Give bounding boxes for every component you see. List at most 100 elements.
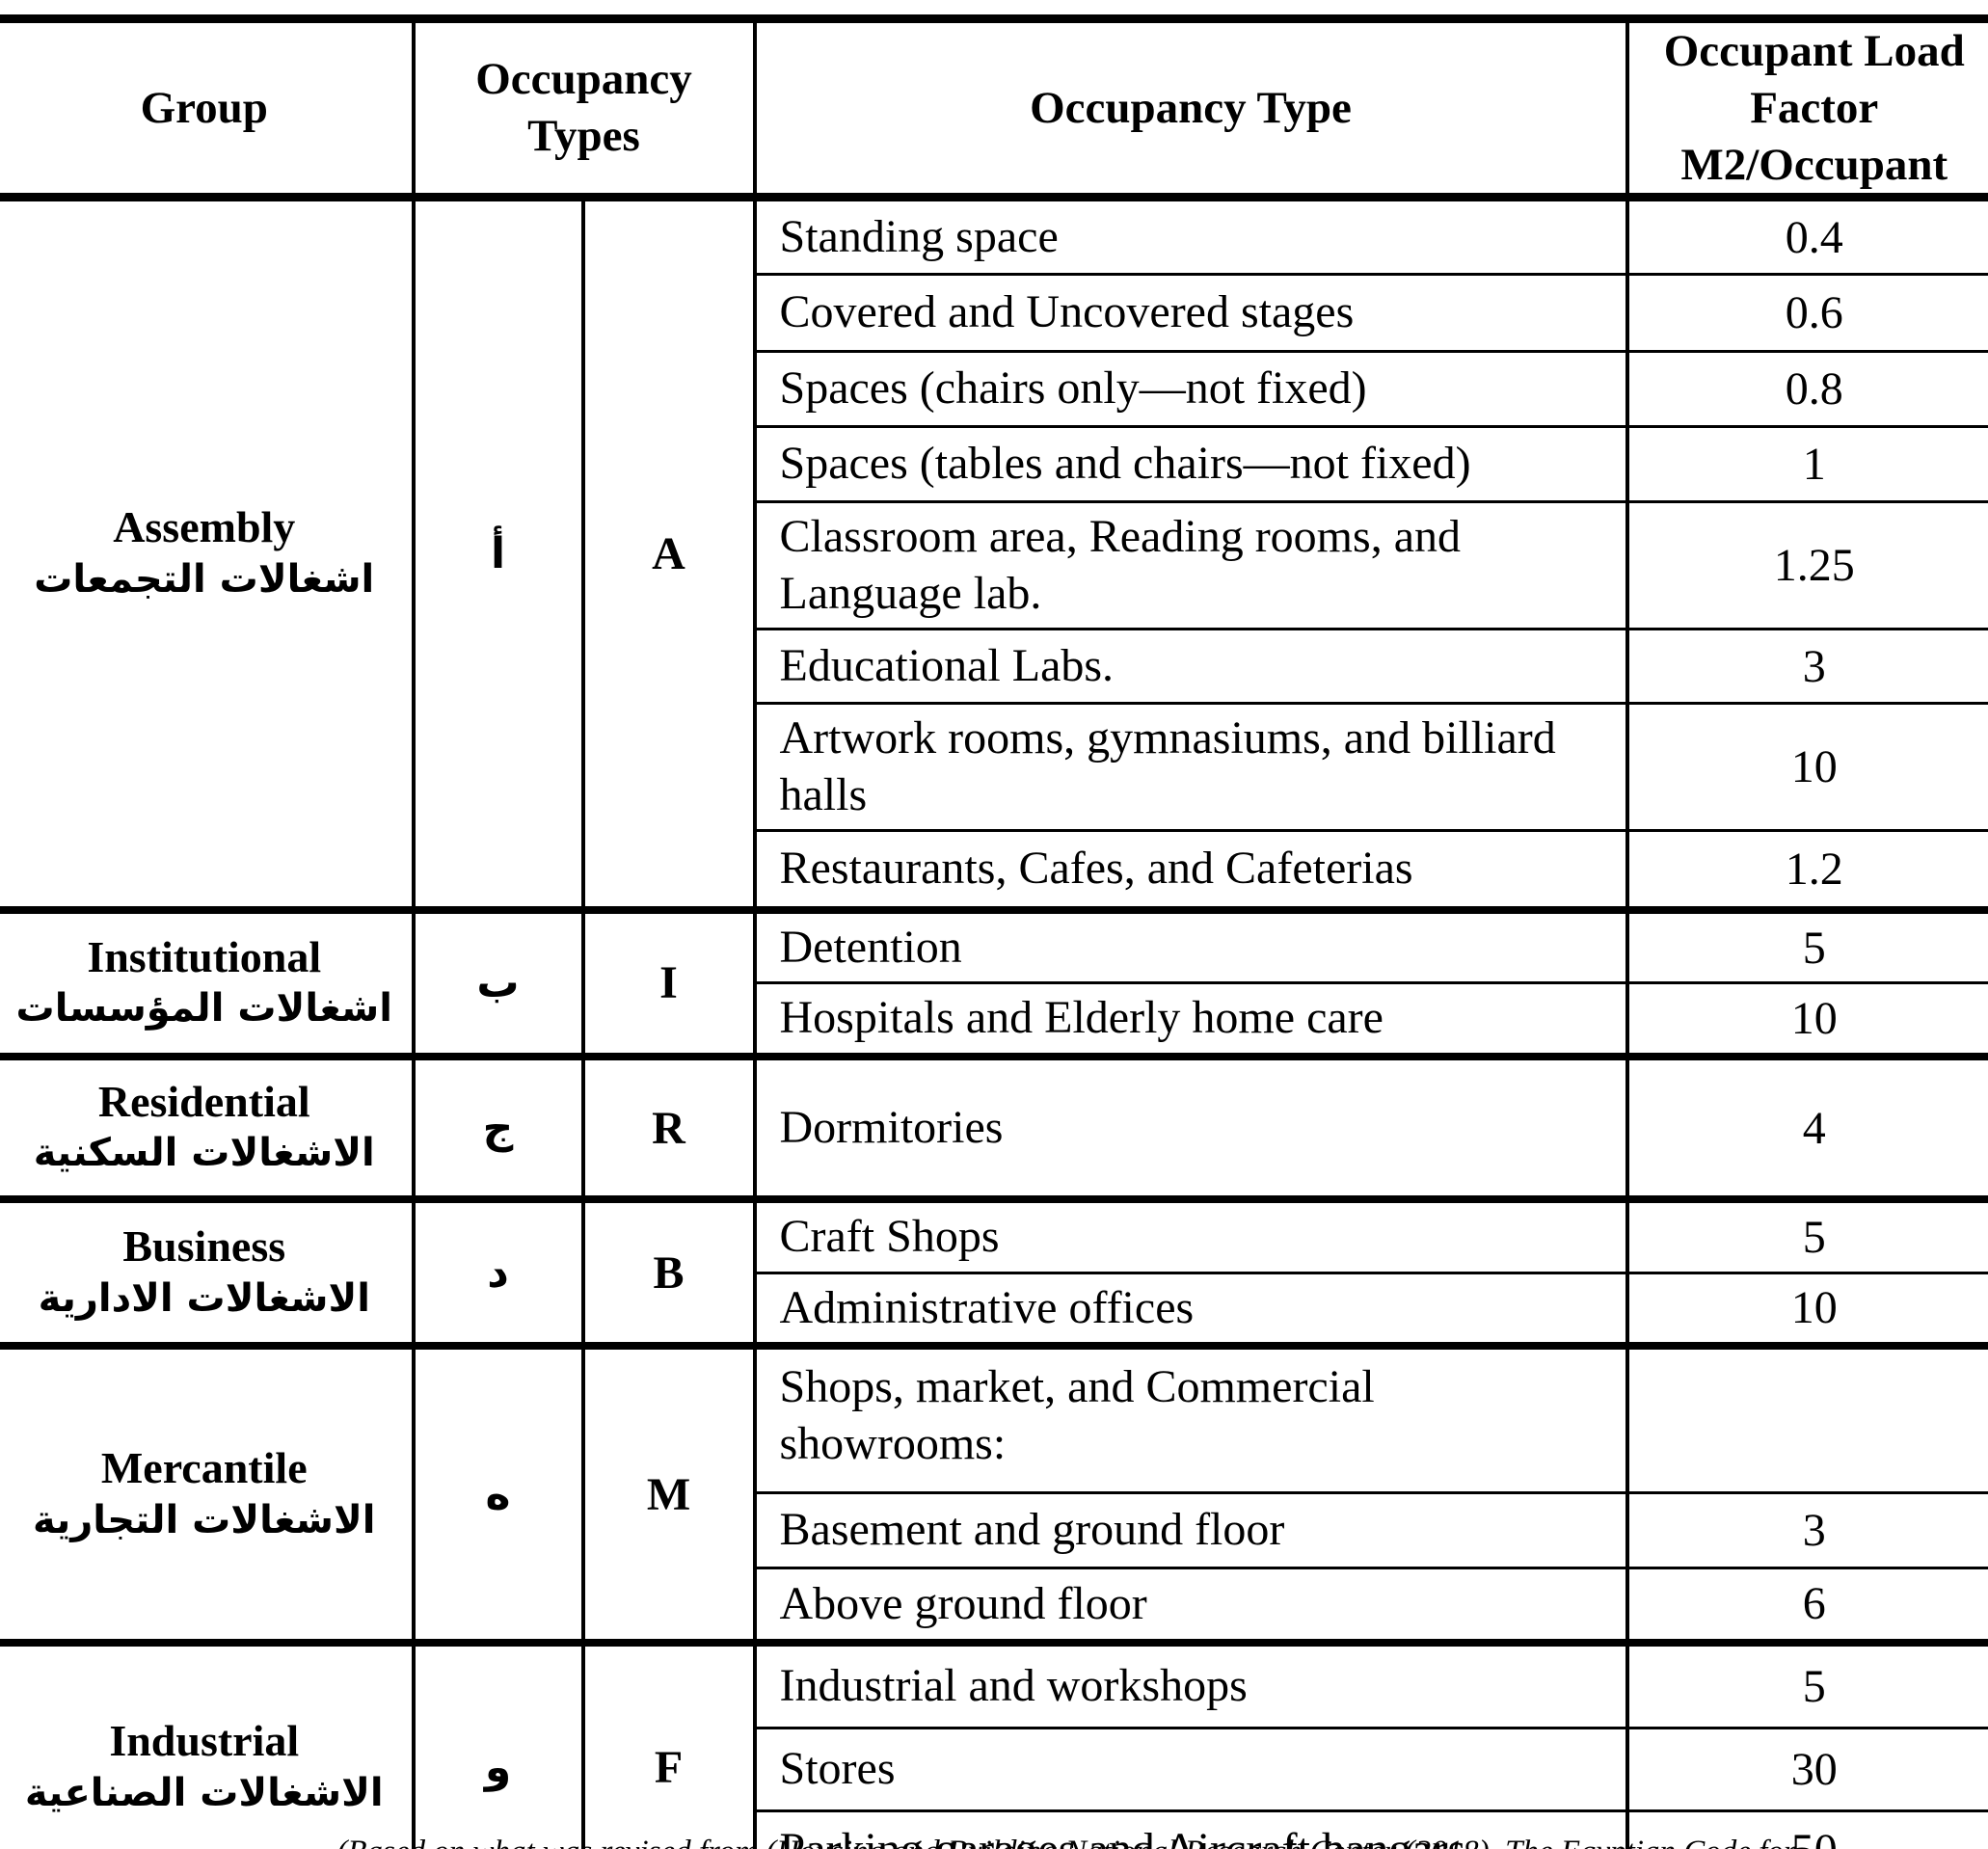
group-name-ar: الاشغالات الصناعية: [24, 1771, 384, 1816]
occupancy-type-cell: Above ground floor: [752, 1566, 1629, 1645]
occupancy-type-cell: Hospitals and Elderly home care: [752, 981, 1629, 1058]
arabic-letter: و: [484, 1743, 512, 1793]
occupancy-type-cell: Restaurants, Cafes, and Cafeterias: [752, 829, 1629, 912]
group-name-ar: الاشغالات الادارية: [38, 1275, 370, 1321]
load-factor-cell: 0.6: [1625, 273, 1988, 354]
load-factor-cell: 1.2: [1625, 829, 1988, 912]
load-factor-cell: 3: [1625, 1490, 1988, 1569]
latin-letter: R: [652, 1102, 685, 1154]
group-cell-institutional: Institutional اشغالات المؤسسات: [0, 905, 416, 1058]
occupant-load-factor-table: Group Occupancy Types Occupancy Type Occ…: [0, 14, 1988, 1849]
occupancy-letter-arabic: أ: [411, 196, 585, 912]
load-factor-cell: 10: [1625, 981, 1988, 1058]
col-header-load-factor-line1: Occupant Load: [1663, 26, 1965, 76]
table-row: Parking garages and Aircraft hangars 50: [0, 1809, 1988, 1849]
group-cell-industrial: Industrial الاشغالات الصناعية: [0, 1639, 416, 1849]
group-name-ar: الاشغالات التجارية: [32, 1497, 376, 1542]
occupancy-type-cell: Spaces (chairs only—not fixed): [752, 350, 1629, 429]
occupancy-letter-latin: R: [580, 1053, 757, 1201]
load-factor-cell: 5: [1625, 1639, 1988, 1729]
table-row: Hospitals and Elderly home care 10: [0, 981, 1988, 1058]
load-factor-cell: 5: [1625, 905, 1988, 985]
load-factor-cell: 10: [1625, 702, 1988, 833]
occupancy-type-cell: Dormitories: [752, 1053, 1629, 1201]
col-header-occupancy-type-label: Occupancy Type: [1030, 82, 1352, 133]
occupancy-letter-latin: F: [580, 1639, 757, 1849]
col-header-group-label: Group: [140, 82, 268, 133]
group-cell-mercantile: Mercantile الاشغالات التجارية: [0, 1342, 416, 1645]
load-factor-cell: 1.25: [1625, 500, 1988, 631]
occupancy-letter-arabic: و: [411, 1639, 585, 1849]
arabic-letter: ب: [476, 958, 520, 1008]
group-name-en: Mercantile: [100, 1442, 308, 1492]
load-factor-cell: 0.8: [1625, 350, 1988, 429]
table-row: Basement and ground floor 3: [0, 1490, 1988, 1569]
occupancy-type-cell: Detention: [752, 905, 1629, 985]
table-row: Educational Labs. 3: [0, 628, 1988, 706]
table-row: Mercantile الاشغالات التجارية ه M Shops,…: [0, 1342, 1988, 1645]
occupancy-type-cell: Craft Shops: [752, 1195, 1629, 1274]
occupancy-letter-latin: B: [580, 1195, 757, 1348]
occupancy-letter-latin: I: [580, 905, 757, 1058]
table-row: Assembly اشغالات التجمعات أ A Standing s…: [0, 196, 1988, 912]
occupancy-type-cell: Administrative offices: [752, 1271, 1629, 1348]
group-name-en: Industrial: [109, 1716, 300, 1766]
table-row: Industrial الاشغالات الصناعية و F Indust…: [0, 1639, 1988, 1849]
occupancy-type-cell: Standing space: [752, 196, 1629, 277]
occupancy-letter-latin: A: [580, 196, 757, 912]
col-header-load-factor: Occupant Load Factor M2/Occupant: [1625, 16, 1988, 202]
group-name-ar: الاشغالات السكنية: [33, 1131, 375, 1176]
group-cell-residential: Residential الاشغالات السكنية: [0, 1053, 416, 1201]
load-factor-cell: 6: [1625, 1566, 1988, 1645]
group-name-en: Assembly: [113, 502, 296, 552]
load-factor-cell: 50: [1625, 1809, 1988, 1849]
occupancy-type-cell: Spaces (tables and chairs—not fixed): [752, 425, 1629, 504]
arabic-letter: د: [487, 1247, 509, 1298]
table-row: Administrative offices 10: [0, 1271, 1988, 1348]
load-factor-cell: 10: [1625, 1271, 1988, 1348]
col-header-occupancy-types-label: Occupancy Types: [475, 54, 692, 162]
group-name-ar: اشغالات المؤسسات: [15, 986, 392, 1032]
arabic-letter: ه: [485, 1469, 511, 1519]
col-header-occupancy-type: Occupancy Type: [752, 16, 1629, 202]
col-header-group: Group: [0, 16, 416, 202]
col-header-load-factor-line2: Factor: [1750, 82, 1879, 133]
col-header-load-factor-line3: M2/Occupant: [1680, 139, 1948, 190]
arabic-letter: ج: [482, 1103, 514, 1153]
occupancy-letter-arabic: ه: [411, 1342, 585, 1645]
table-row: Restaurants, Cafes, and Cafeterias 1.2: [0, 829, 1988, 912]
table-row: Business الاشغالات الادارية د B Craft Sh…: [0, 1195, 1988, 1348]
table-source-caption: (Based on what was revised from (Housing…: [0, 1835, 1988, 1849]
table-row: Classroom area, Reading rooms, and Langu…: [0, 500, 1988, 631]
arabic-letter: أ: [490, 529, 506, 579]
occupancy-type-cell: Basement and ground floor: [752, 1490, 1629, 1569]
occupancy-type-cell: Artwork rooms, gymnasiums, and billiard …: [752, 702, 1629, 833]
load-factor-cell: 1: [1625, 425, 1988, 504]
occupancy-type-cell: Educational Labs.: [752, 628, 1629, 706]
col-header-occupancy-types: Occupancy Types: [411, 16, 757, 202]
latin-letter: B: [653, 1246, 685, 1299]
table-row: Spaces (tables and chairs—not fixed) 1: [0, 425, 1988, 504]
occupant-load-table-wrapper: Group Occupancy Types Occupancy Type Occ…: [0, 14, 1988, 1849]
load-factor-cell: 3: [1625, 628, 1988, 706]
group-cell-assembly: Assembly اشغالات التجمعات: [0, 196, 416, 912]
occupancy-type-cell: Industrial and workshops: [752, 1639, 1629, 1729]
group-name-en: Business: [122, 1220, 286, 1271]
load-factor-cell: 4: [1625, 1053, 1988, 1201]
occupancy-letter-arabic: د: [411, 1195, 585, 1348]
group-name-en: Residential: [97, 1076, 310, 1126]
table-row: Spaces (chairs only—not fixed) 0.8: [0, 350, 1988, 429]
latin-letter: A: [652, 528, 685, 580]
table-row: Above ground floor 6: [0, 1566, 1988, 1645]
group-name-en: Institutional: [87, 931, 322, 981]
table-row: Stores 30: [0, 1726, 1988, 1812]
occupancy-type-cell: Covered and Uncovered stages: [752, 273, 1629, 354]
occupancy-letter-arabic: ب: [411, 905, 585, 1058]
occupancy-letter-latin: M: [580, 1342, 757, 1645]
occupancy-type-cell: Parking garages and Aircraft hangars: [752, 1809, 1629, 1849]
table-row: Artwork rooms, gymnasiums, and billiard …: [0, 702, 1988, 833]
table-row: Covered and Uncovered stages 0.6: [0, 273, 1988, 354]
load-factor-cell: 5: [1625, 1195, 1988, 1274]
latin-letter: I: [659, 957, 678, 1009]
